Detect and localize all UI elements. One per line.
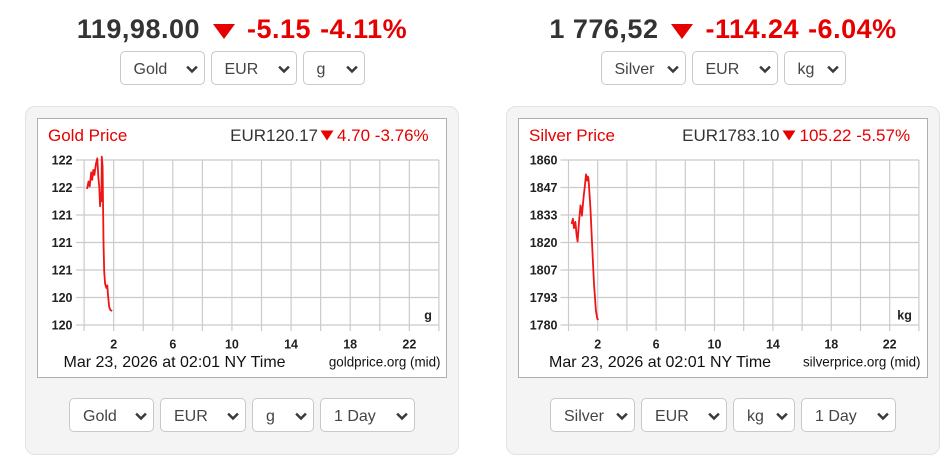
svg-text:1820: 1820 <box>530 236 558 250</box>
svg-text:Silver Price: Silver Price <box>529 126 615 145</box>
svg-text:122: 122 <box>52 181 73 195</box>
svg-text:121: 121 <box>52 209 73 223</box>
svg-text:10: 10 <box>225 338 239 352</box>
svg-text:1807: 1807 <box>530 264 558 278</box>
svg-text:122: 122 <box>52 154 73 168</box>
svg-text:Gold Price: Gold Price <box>48 126 127 145</box>
svg-text:18: 18 <box>343 338 357 352</box>
svg-text:EUR1783.10: EUR1783.10 <box>682 126 779 145</box>
svg-text:22: 22 <box>402 338 416 352</box>
svg-text:22: 22 <box>883 338 897 352</box>
svg-text:kg: kg <box>897 309 912 323</box>
svg-text:1847: 1847 <box>530 181 558 195</box>
svg-text:Mar 23, 2026 at 02:01 NY Time: Mar 23, 2026 at 02:01 NY Time <box>549 354 771 371</box>
svg-text:Mar 23, 2026 at 02:01 NY Time: Mar 23, 2026 at 02:01 NY Time <box>64 354 286 371</box>
svg-text:4.70 -3.76%: 4.70 -3.76% <box>337 126 429 145</box>
svg-text:1833: 1833 <box>530 209 558 223</box>
svg-text:10: 10 <box>708 338 722 352</box>
svg-text:120: 120 <box>52 319 73 333</box>
svg-text:silverprice.org (mid): silverprice.org (mid) <box>803 355 921 370</box>
svg-text:120: 120 <box>52 291 73 305</box>
svg-text:6: 6 <box>653 338 660 352</box>
svg-text:goldprice.org (mid): goldprice.org (mid) <box>329 355 441 370</box>
svg-text:121: 121 <box>52 264 73 278</box>
svg-text:2: 2 <box>110 338 117 352</box>
svg-text:1860: 1860 <box>530 154 558 168</box>
svg-text:1780: 1780 <box>530 319 558 333</box>
svg-text:6: 6 <box>169 338 176 352</box>
svg-text:105.22 -5.57%: 105.22 -5.57% <box>800 126 911 145</box>
svg-text:g: g <box>424 309 432 323</box>
svg-text:18: 18 <box>824 338 838 352</box>
svg-text:14: 14 <box>766 338 780 352</box>
svg-text:14: 14 <box>284 338 298 352</box>
svg-text:121: 121 <box>52 236 73 250</box>
svg-text:EUR120.17: EUR120.17 <box>230 126 318 145</box>
svg-text:2: 2 <box>594 338 601 352</box>
svg-text:1793: 1793 <box>530 291 558 305</box>
